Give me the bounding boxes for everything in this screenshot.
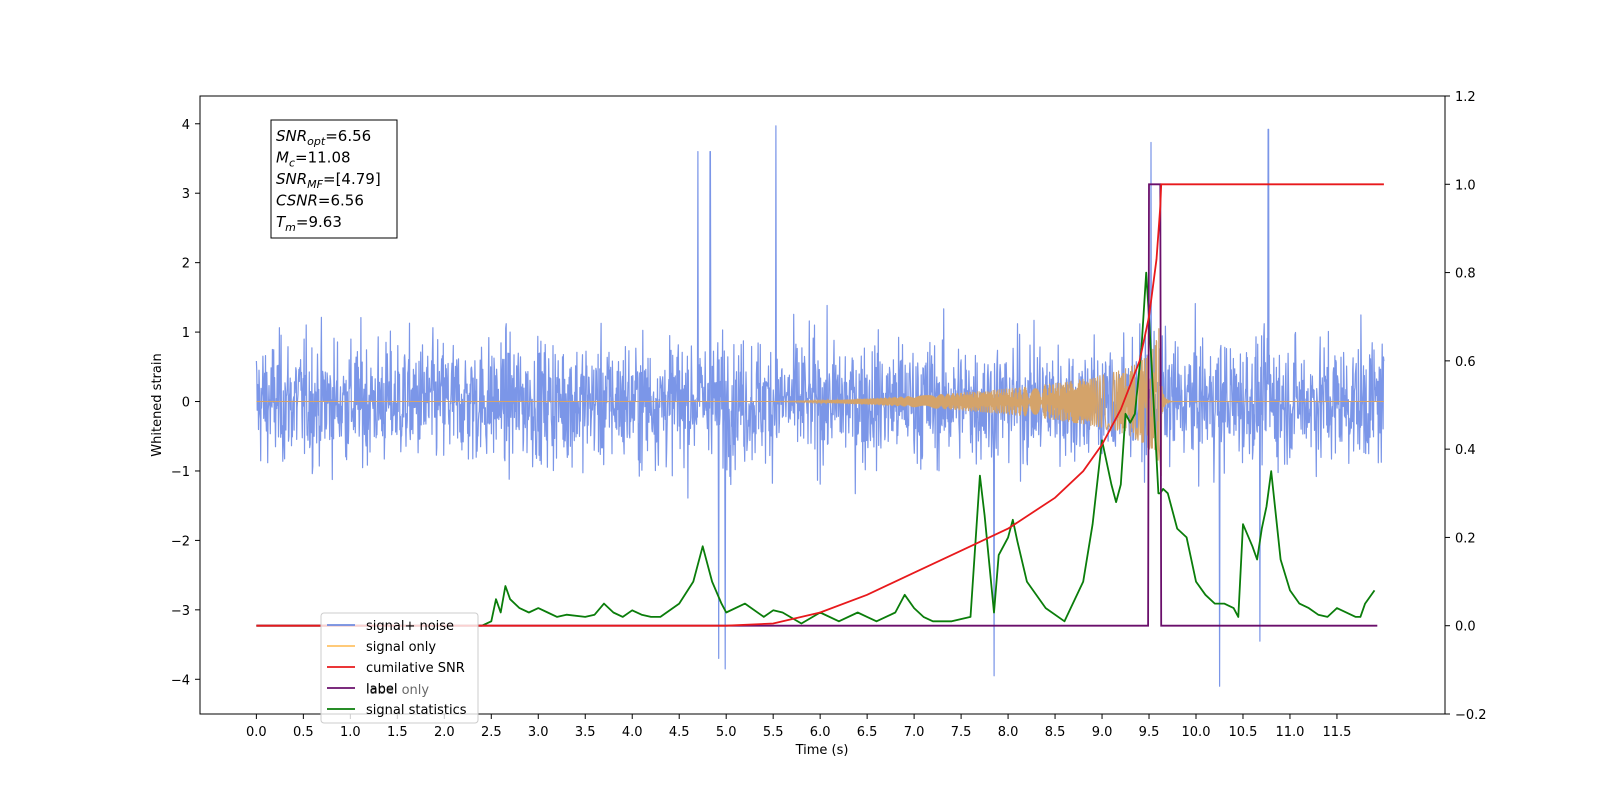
annotation-line: Tm=9.63 xyxy=(276,213,342,234)
left-y-tick-label: 3 xyxy=(182,187,190,202)
x-tick-label: 2.5 xyxy=(481,725,502,740)
right-y-tick-label: 0.4 xyxy=(1455,443,1476,458)
x-axis-label: Time (s) xyxy=(795,743,849,758)
x-tick-label: 5.5 xyxy=(763,725,784,740)
series-signal-only-line xyxy=(256,328,1384,477)
x-axis-ticks: 0.0 0.5 1.0 1.5 2.0 2.5 3.0 3.5 4.0 4.5 5.0 5.5 6.0 6… xyxy=(246,714,1351,740)
x-tick-label: 1.0 xyxy=(340,725,361,740)
legend-frame xyxy=(320,612,479,724)
left-y-tick-label: −2 xyxy=(171,534,190,549)
right-y-tick-label: 0.2 xyxy=(1455,531,1476,546)
legend-entry-label: label xyxy=(366,682,397,697)
left-y-tick-label: 2 xyxy=(182,257,190,272)
right-y-axis-ticks: −0.2 0.0 0.2 0.4 0.6 0.8 1.0 1.2 xyxy=(1445,90,1487,723)
annotation-line: SNRMF=[4.79] xyxy=(276,170,381,191)
x-tick-label: 6.5 xyxy=(857,725,878,740)
x-tick-label: 7.0 xyxy=(904,725,925,740)
x-tick-label: 11.0 xyxy=(1275,725,1304,740)
annotation-line: SNRopt=6.56 xyxy=(276,127,371,148)
x-tick-label: 2.0 xyxy=(434,725,455,740)
legend-entry-label-only: label only xyxy=(366,683,429,698)
plot-area xyxy=(255,125,1385,687)
legend-entry-cumilative-snr: cumilative SNR xyxy=(366,661,465,676)
x-tick-label: 7.5 xyxy=(951,725,972,740)
annotation-line: Mc=11.08 xyxy=(276,149,351,170)
right-y-tick-label: 1.0 xyxy=(1455,178,1476,193)
left-y-tick-label: 4 xyxy=(182,118,190,133)
right-y-tick-label: 1.2 xyxy=(1455,90,1476,105)
series-signal-statistics-line xyxy=(256,271,1376,627)
x-tick-label: 8.0 xyxy=(998,725,1019,740)
x-tick-label: 4.5 xyxy=(669,725,690,740)
annotation-line: CSNR=6.56 xyxy=(276,192,364,210)
x-tick-label: 9.5 xyxy=(1139,725,1160,740)
plot-frame xyxy=(199,95,1446,715)
x-tick-label: 0.5 xyxy=(293,725,314,740)
x-tick-label: 3.0 xyxy=(528,725,549,740)
series-signal-noise-line xyxy=(255,125,1385,687)
x-tick-label: 6.0 xyxy=(810,725,831,740)
x-tick-label: 1.5 xyxy=(387,725,408,740)
y-axis-label: Whitened strain xyxy=(150,353,165,456)
annotation-frame xyxy=(270,119,398,239)
left-y-tick-label: 0 xyxy=(182,396,190,411)
left-y-tick-label: 1 xyxy=(182,326,190,341)
right-y-tick-label: 0.6 xyxy=(1455,355,1476,370)
x-tick-label: 4.0 xyxy=(622,725,643,740)
x-tick-label: 8.5 xyxy=(1045,725,1066,740)
series-label-line xyxy=(256,183,1378,627)
legend: signal+ noise signal only cumilative SNR la… xyxy=(320,612,479,724)
legend-entry-signal-statistics: signal statistics xyxy=(366,703,467,718)
x-tick-label: 5.0 xyxy=(716,725,737,740)
right-y-tick-label: 0.0 xyxy=(1455,620,1476,635)
left-y-axis-ticks: −4 −3 −2 −1 0 1 2 3 4 xyxy=(171,118,200,688)
left-y-tick-label: −4 xyxy=(171,673,190,688)
left-y-tick-label: −1 xyxy=(171,465,190,480)
x-tick-label: 10.0 xyxy=(1182,725,1211,740)
series-cumulative-snr-line xyxy=(256,183,1384,627)
x-tick-label: 3.5 xyxy=(575,725,596,740)
left-y-tick-label: −3 xyxy=(171,604,190,619)
right-y-tick-label: 0.8 xyxy=(1455,267,1476,282)
x-tick-label: 0.0 xyxy=(246,725,267,740)
right-y-tick-label: −0.2 xyxy=(1455,708,1487,723)
legend-entry-signal-only: signal only xyxy=(366,640,436,655)
legend-entry-signal-noise: signal+ noise xyxy=(366,619,454,634)
x-tick-label: 11.5 xyxy=(1322,725,1351,740)
x-tick-label: 9.0 xyxy=(1092,725,1113,740)
x-tick-label: 10.5 xyxy=(1229,725,1258,740)
annotation-box: SNRopt=6.56Mc=11.08SNRMF=[4.79]CSNR=6.56… xyxy=(270,119,398,239)
